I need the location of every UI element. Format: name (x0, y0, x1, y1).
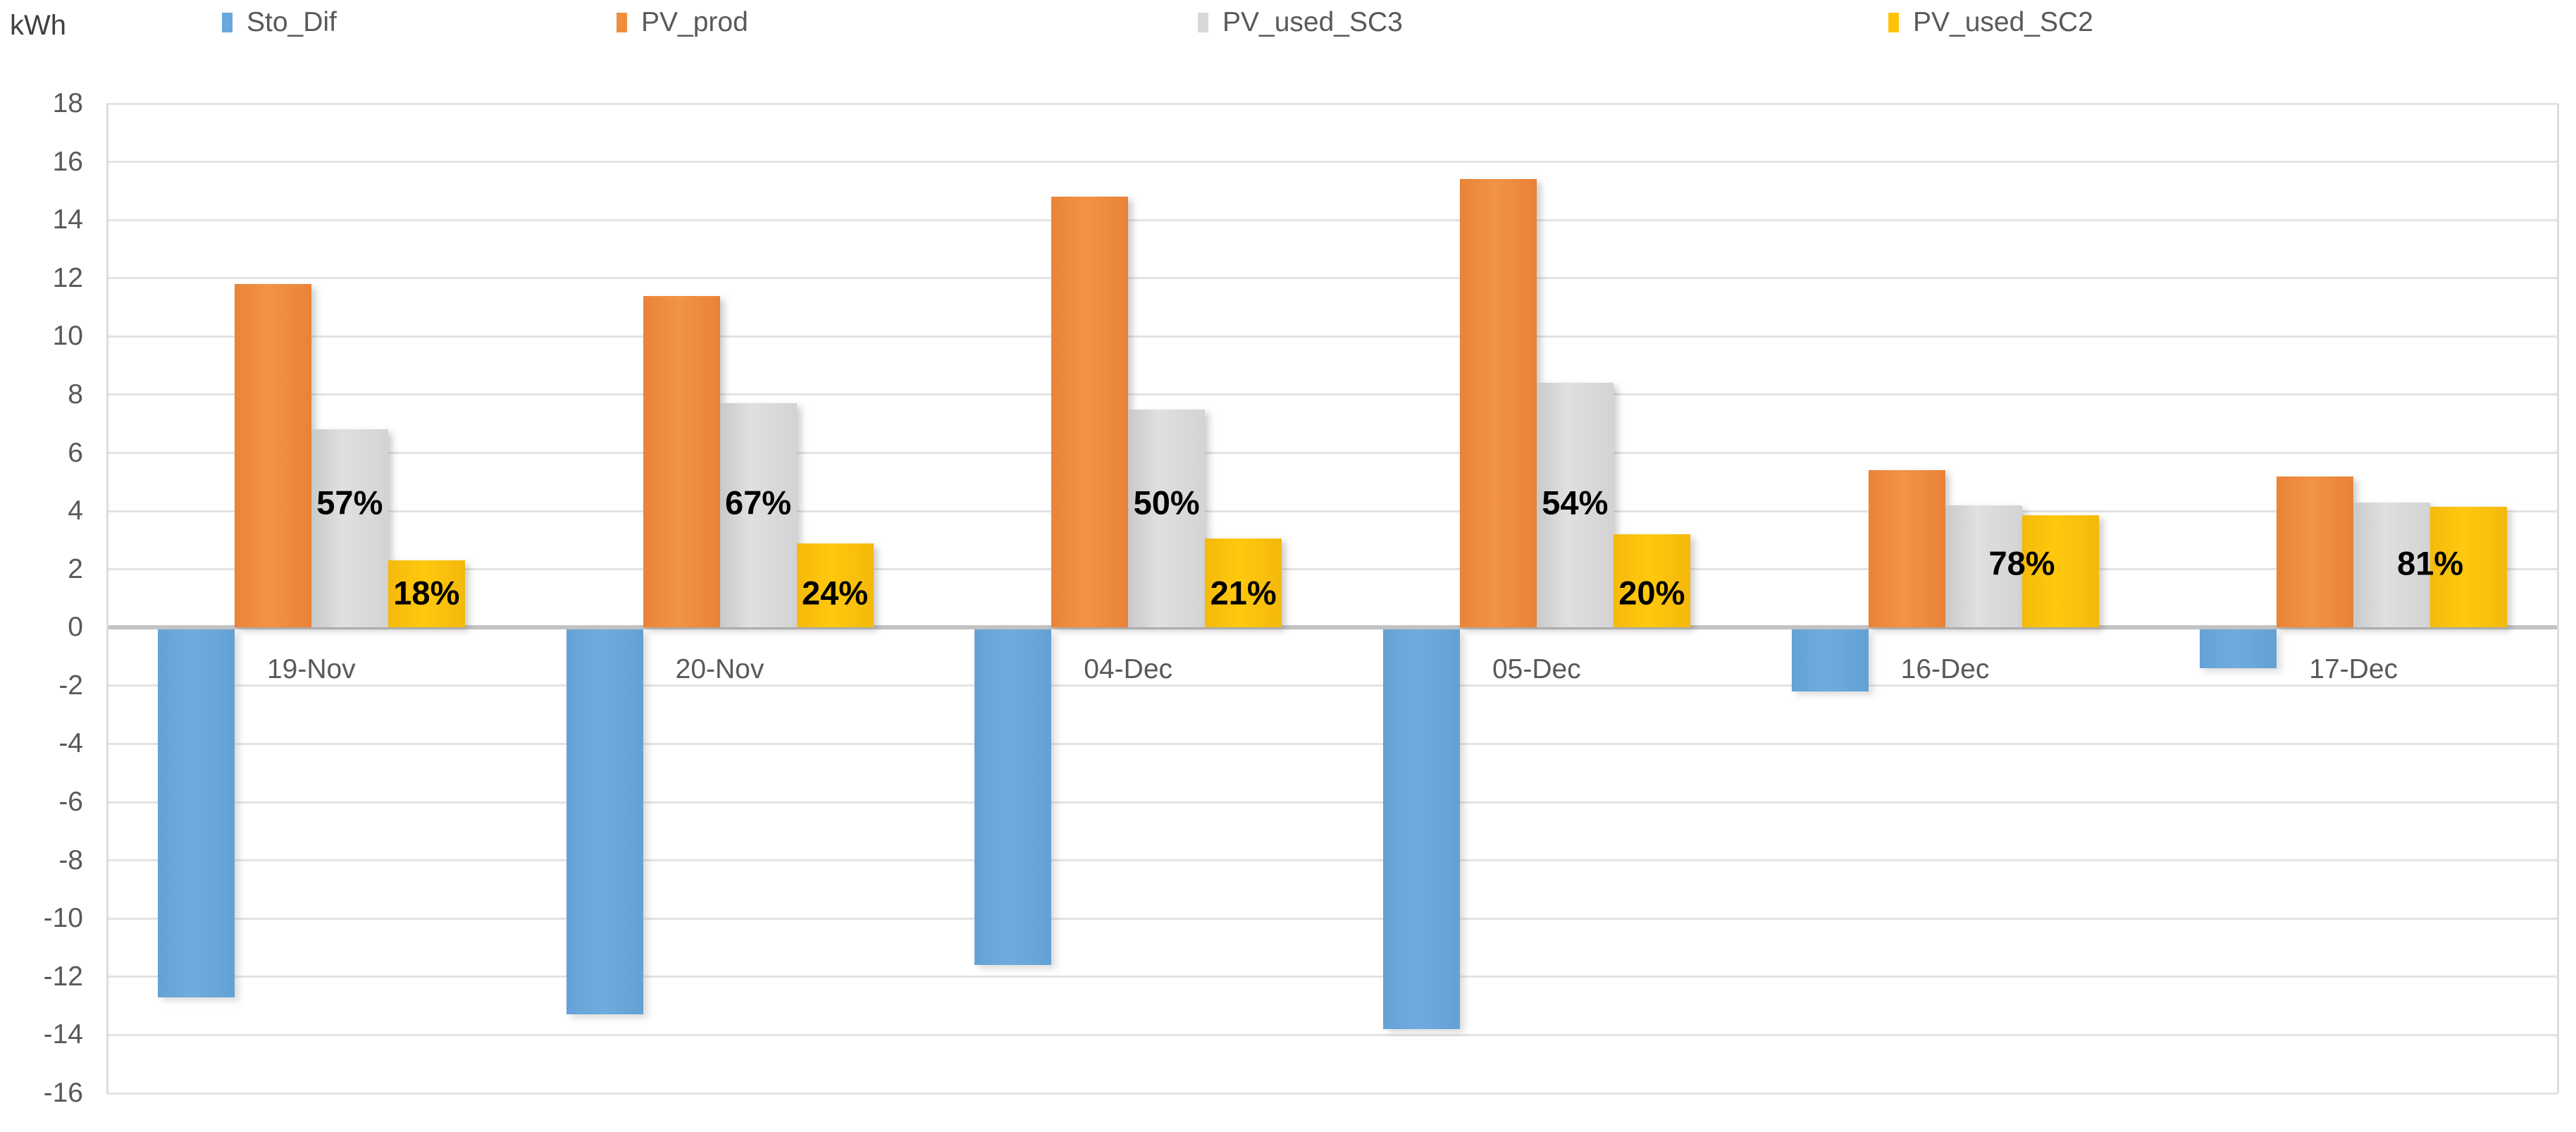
gridline--14 (107, 1033, 2558, 1036)
y-axis-tick-18: 18 (52, 88, 83, 118)
y-axis-tick--4: -4 (58, 728, 83, 759)
y-axis-tick-2: 2 (68, 553, 83, 584)
label-sc2-pct-05-Dec: 20% (1618, 574, 1685, 612)
plot-border-right (2557, 104, 2559, 1093)
gridline--6 (107, 801, 2558, 804)
label-sc3-pct-19-Nov: 57% (316, 484, 383, 522)
y-axis-tick-4: 4 (68, 496, 83, 527)
gridline--12 (107, 976, 2558, 978)
label-sc2-pct-04-Dec: 21% (1210, 574, 1277, 612)
bar-PV_used_SC3-04-Dec (1128, 409, 1206, 628)
bar-PV_used_SC3-16-Dec (1945, 505, 2022, 628)
y-axis-tick-6: 6 (68, 437, 83, 468)
y-axis-tick-16: 16 (52, 146, 83, 177)
bar-Sto_Dif-04-Dec (974, 629, 1052, 966)
bar-PV_used_SC2-05-Dec (1613, 534, 1690, 628)
x-axis-label-19-Nov: 19-Nov (266, 654, 356, 685)
gridline-0 (107, 625, 2558, 630)
gridline--10 (107, 917, 2558, 920)
bar-PV_prod-19-Nov (234, 284, 311, 628)
bar-Sto_Dif-05-Dec (1382, 629, 1460, 1030)
legend-swatch-pv-used-sc2 (1888, 13, 1899, 32)
gridline-16 (107, 161, 2558, 164)
bar-PV_used_SC3-17-Dec (2353, 502, 2431, 628)
bar-PV_used_SC2-16-Dec (2021, 515, 2099, 628)
bar-PV_prod-17-Dec (2277, 476, 2354, 628)
legend-label-pv-used-sc2: PV_used_SC2 (1913, 7, 2093, 37)
gridline-14 (107, 219, 2558, 221)
gridline-6 (107, 452, 2558, 455)
bar-PV_used_SC3-19-Nov (311, 429, 388, 628)
bar-PV_prod-16-Dec (1868, 470, 1945, 628)
label-sc3-pct-04-Dec: 50% (1133, 484, 1200, 522)
gridline--2 (107, 684, 2558, 687)
y-axis-tick--6: -6 (58, 787, 83, 818)
label-sc3-pct-17-Dec: 81% (2397, 544, 2464, 582)
y-axis-tick-8: 8 (68, 379, 83, 410)
y-axis-tick--12: -12 (43, 961, 83, 992)
x-axis-label-20-Nov: 20-Nov (675, 654, 764, 685)
legend-item-pv-used-sc2[interactable]: PV_used_SC2 (1888, 7, 2093, 38)
bar-PV_prod-20-Nov (643, 295, 720, 628)
bar-Sto_Dif-20-Nov (566, 629, 643, 1015)
legend-item-sto-dif[interactable]: Sto_Dif (222, 7, 337, 38)
label-sc2-pct-19-Nov: 18% (393, 574, 460, 612)
gridline-4 (107, 510, 2558, 512)
x-axis-label-05-Dec: 05-Dec (1492, 654, 1581, 685)
legend-item-pv-used-sc3[interactable]: PV_used_SC3 (1198, 7, 1403, 38)
bar-Sto_Dif-16-Dec (1791, 629, 1869, 692)
y-axis-tick-0: 0 (68, 612, 83, 643)
gridline--16 (107, 1092, 2558, 1095)
gridline-18 (107, 102, 2558, 105)
gridline-10 (107, 335, 2558, 338)
y-axis-tick-12: 12 (52, 262, 83, 293)
gridline--4 (107, 742, 2558, 745)
y-axis-unit-label: kWh (10, 10, 66, 41)
bar-PV_used_SC3-20-Nov (719, 403, 797, 628)
legend-item-pv-prod[interactable]: PV_prod (617, 7, 748, 38)
gridline-8 (107, 393, 2558, 396)
bar-Sto_Dif-17-Dec (2200, 629, 2277, 669)
legend-swatch-pv-used-sc3 (1198, 13, 1208, 32)
legend-label-sto-dif: Sto_Dif (247, 7, 337, 37)
bar-PV_prod-04-Dec (1051, 197, 1129, 628)
legend: Sto_Dif PV_prod PV_used_SC3 PV_used_SC2 (0, 0, 2576, 49)
y-axis-tick--16: -16 (43, 1078, 83, 1108)
x-axis-label-16-Dec: 16-Dec (1900, 654, 1990, 685)
legend-swatch-sto-dif (222, 13, 233, 32)
bar-Sto_Dif-19-Nov (157, 629, 235, 997)
bar-PV_used_SC2-04-Dec (1205, 539, 1282, 628)
gridline-12 (107, 277, 2558, 280)
legend-label-pv-used-sc3: PV_used_SC3 (1222, 7, 1403, 37)
y-axis-tick--8: -8 (58, 844, 83, 875)
gridline-2 (107, 568, 2558, 571)
y-axis-tick-14: 14 (52, 204, 83, 235)
bar-PV_used_SC2-20-Nov (796, 543, 874, 628)
bar-PV_used_SC2-19-Nov (388, 560, 465, 628)
bar-PV_used_SC3-05-Dec (1536, 383, 1614, 628)
x-axis-label-17-Dec: 17-Dec (2309, 654, 2398, 685)
legend-label-pv-prod: PV_prod (641, 7, 748, 37)
y-axis-tick--2: -2 (58, 670, 83, 701)
label-sc3-pct-16-Dec: 78% (1988, 544, 2055, 582)
label-sc3-pct-20-Nov: 67% (724, 484, 792, 522)
bar-PV_used_SC2-17-Dec (2430, 506, 2508, 628)
y-axis-tick-10: 10 (52, 321, 83, 352)
gridline--8 (107, 859, 2558, 862)
y-axis-tick--10: -10 (43, 903, 83, 934)
legend-swatch-pv-prod (617, 13, 627, 32)
bar-PV_prod-05-Dec (1459, 179, 1537, 628)
x-axis-label-04-Dec: 04-Dec (1084, 654, 1173, 685)
label-sc3-pct-05-Dec: 54% (1542, 484, 1609, 522)
y-axis-tick--14: -14 (43, 1019, 83, 1050)
plot-border-left (106, 104, 109, 1093)
label-sc2-pct-20-Nov: 24% (801, 574, 869, 612)
